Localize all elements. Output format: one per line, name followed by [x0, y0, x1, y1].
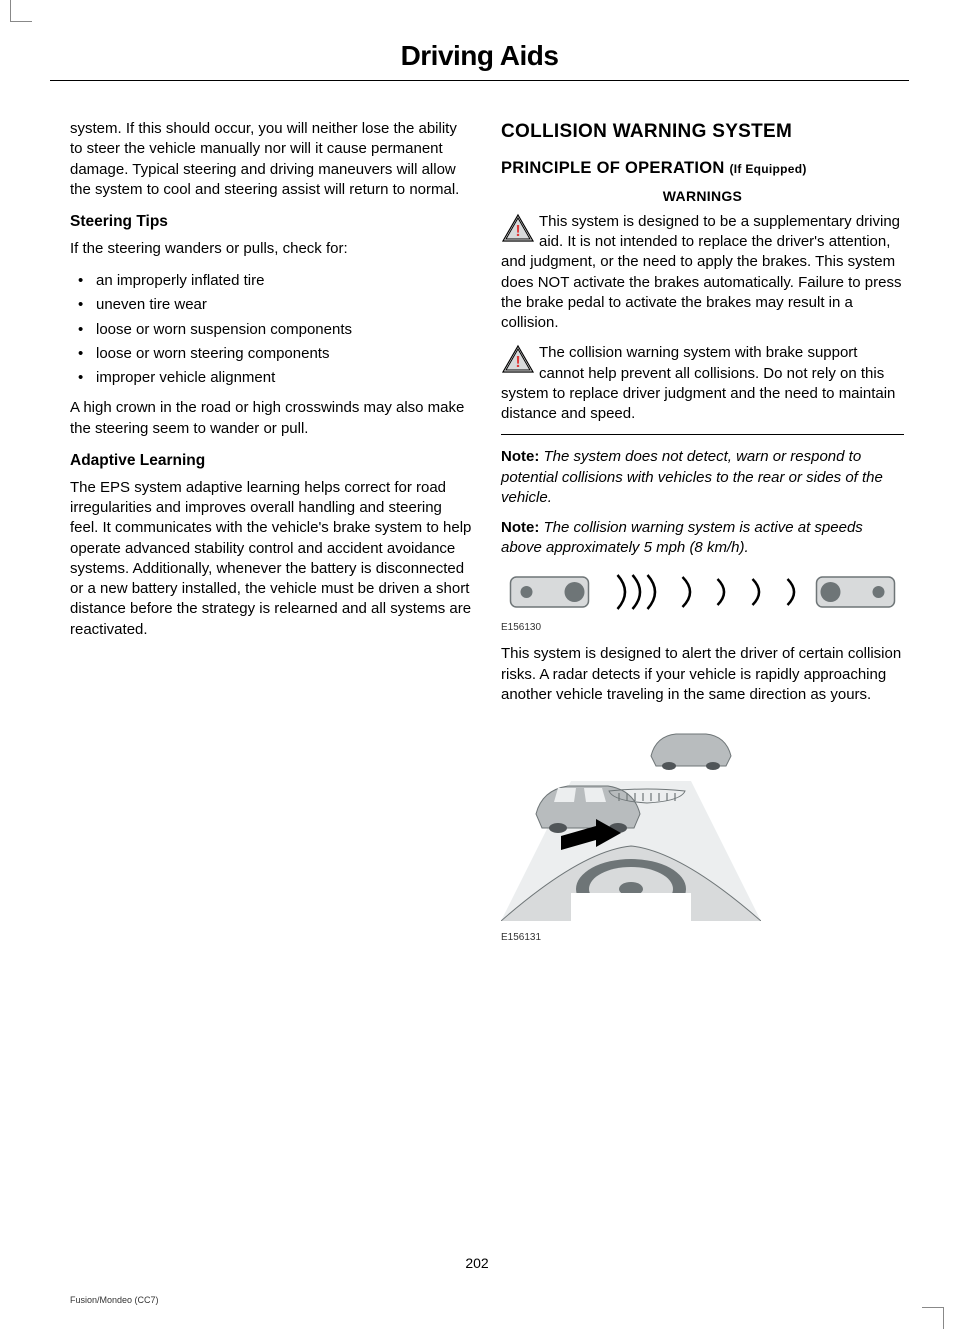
- warning-text: This system is designed to be a suppleme…: [501, 213, 901, 331]
- figure-label: E156131: [501, 931, 904, 945]
- svg-text:!: !: [515, 223, 520, 240]
- warnings-heading: WARNINGS: [501, 187, 904, 206]
- page-number: 202: [0, 1255, 954, 1271]
- section-heading: COLLISION WARNING SYSTEM: [501, 119, 904, 145]
- list-item: an improperly inflated tire: [70, 271, 473, 291]
- note-text: Note: The collision warning system is ac…: [501, 518, 904, 559]
- left-column: system. If this should occur, you will n…: [70, 119, 473, 955]
- warning-triangle-icon: !: [501, 344, 535, 374]
- collision-scene-icon: [501, 721, 761, 921]
- note-text: Note: The system does not detect, warn o…: [501, 447, 904, 508]
- subsection-title: PRINCIPLE OF OPERATION: [501, 159, 725, 177]
- subsection-heading: PRINCIPLE OF OPERATION (If Equipped): [501, 157, 904, 179]
- heading-steering-tips: Steering Tips: [70, 212, 473, 233]
- warning-block: ! This system is designed to be a supple…: [501, 212, 904, 334]
- right-column: COLLISION WARNING SYSTEM PRINCIPLE OF OP…: [501, 119, 904, 955]
- body-text: system. If this should occur, you will n…: [70, 119, 473, 200]
- chapter-title: Driving Aids: [50, 40, 909, 72]
- svg-text:!: !: [515, 354, 520, 371]
- list-item: uneven tire wear: [70, 295, 473, 315]
- note-label: Note:: [501, 448, 539, 465]
- warning-text: The collision warning system with brake …: [501, 344, 895, 422]
- heading-adaptive-learning: Adaptive Learning: [70, 451, 473, 472]
- content-columns: system. If this should occur, you will n…: [70, 119, 904, 955]
- body-text: The EPS system adaptive learning helps c…: [70, 478, 473, 640]
- body-text: This system is designed to alert the dri…: [501, 644, 904, 705]
- crop-mark-bottom: [922, 1307, 944, 1329]
- note-body: The system does not detect, warn or resp…: [501, 448, 883, 506]
- radar-waves-icon: [501, 569, 904, 615]
- list-item: loose or worn steering components: [70, 344, 473, 364]
- subsection-qualifier: (If Equipped): [729, 162, 806, 176]
- crop-mark-top: [10, 0, 32, 22]
- page-header: Driving Aids: [50, 40, 909, 81]
- body-text: A high crown in the road or high crosswi…: [70, 398, 473, 439]
- note-label: Note:: [501, 519, 539, 536]
- list-item: improper vehicle alignment: [70, 368, 473, 388]
- figure-collision-scene: E156131: [501, 717, 904, 945]
- warning-block: ! The collision warning system with brak…: [501, 343, 904, 424]
- figure-radar-waves: E156130: [501, 569, 904, 635]
- note-body: The collision warning system is active a…: [501, 519, 863, 556]
- warnings-divider: [501, 434, 904, 435]
- list-item: loose or worn suspension components: [70, 320, 473, 340]
- warning-triangle-icon: !: [501, 213, 535, 243]
- figure-label: E156130: [501, 621, 904, 635]
- footer-text: Fusion/Mondeo (CC7): [70, 1295, 159, 1305]
- body-text: If the steering wanders or pulls, check …: [70, 239, 473, 259]
- bullet-list: an improperly inflated tire uneven tire …: [70, 271, 473, 388]
